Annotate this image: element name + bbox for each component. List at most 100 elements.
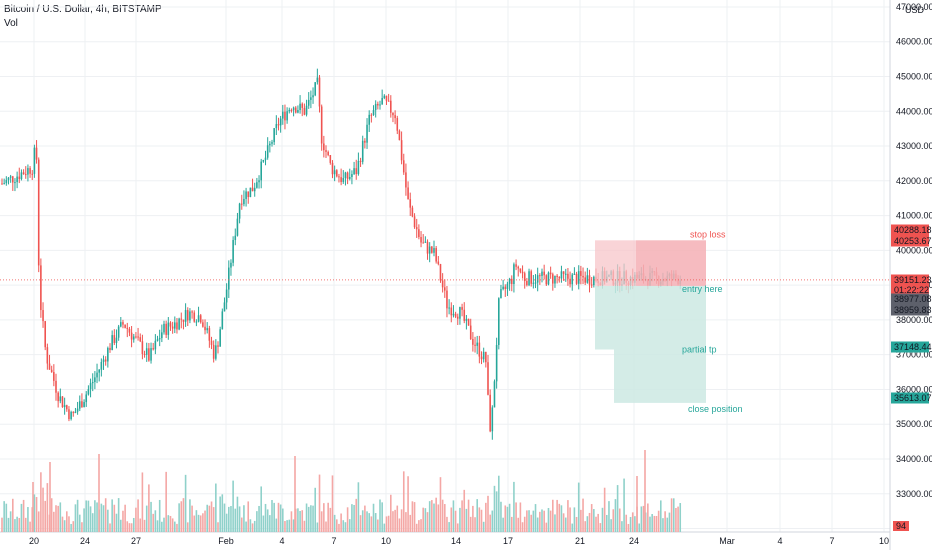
volume-bar bbox=[657, 510, 660, 532]
volume-bar bbox=[186, 522, 189, 532]
volume-bar bbox=[448, 522, 450, 532]
volume-bar bbox=[329, 507, 332, 532]
close-position-zone[interactable] bbox=[614, 349, 706, 403]
candle-body bbox=[336, 170, 338, 177]
candle-body bbox=[143, 353, 146, 355]
volume-bar bbox=[482, 521, 485, 532]
volume-bar bbox=[59, 502, 62, 532]
candle-body bbox=[288, 109, 291, 112]
volume-bar bbox=[608, 501, 610, 532]
volume-bar bbox=[452, 500, 455, 532]
volume-bar bbox=[338, 523, 340, 532]
volume-bar bbox=[582, 498, 584, 532]
volume-bar bbox=[49, 462, 51, 532]
volume-bar bbox=[312, 505, 314, 532]
candle-body bbox=[174, 322, 176, 329]
volume-bar bbox=[653, 515, 656, 532]
candle-body bbox=[385, 95, 388, 101]
candle-body bbox=[297, 110, 299, 113]
candle-body bbox=[262, 159, 265, 162]
candle-body bbox=[29, 168, 31, 174]
volume-bar bbox=[132, 517, 135, 532]
volume-bar bbox=[109, 523, 111, 532]
volume-bar bbox=[141, 472, 144, 532]
candle-body bbox=[424, 241, 427, 243]
price-axis-label: 40253.67 bbox=[891, 235, 932, 247]
position-tool[interactable] bbox=[595, 240, 706, 403]
candle-body bbox=[31, 173, 34, 175]
candle-body bbox=[126, 327, 129, 329]
candle-body bbox=[377, 103, 379, 106]
volume-bar bbox=[61, 516, 64, 532]
candle-body bbox=[98, 369, 100, 373]
candle-body bbox=[57, 392, 59, 402]
candle-body bbox=[195, 321, 198, 323]
candle-body bbox=[230, 262, 232, 268]
volume-bar bbox=[500, 501, 502, 532]
volume-bar bbox=[35, 497, 38, 532]
volume-bar bbox=[245, 521, 247, 532]
volume-bar bbox=[210, 501, 213, 532]
volume-bar bbox=[474, 517, 476, 532]
candle-body bbox=[491, 407, 494, 432]
volume-bar bbox=[271, 500, 273, 532]
volume-bar bbox=[603, 487, 606, 532]
stop-loss-zone[interactable] bbox=[595, 240, 706, 286]
volume-label: Vol bbox=[4, 18, 18, 29]
volume-bar bbox=[472, 505, 474, 532]
volume-bar bbox=[120, 519, 122, 532]
volume-bar bbox=[27, 507, 29, 532]
volume-bar bbox=[189, 499, 191, 532]
candle-body bbox=[55, 380, 57, 393]
candle-body bbox=[577, 271, 580, 284]
x-tick-label: 14 bbox=[451, 536, 461, 546]
volume-bar bbox=[402, 471, 405, 532]
candle-body bbox=[152, 348, 154, 350]
candle-body bbox=[228, 267, 230, 290]
candle-body bbox=[275, 124, 278, 129]
volume-bar bbox=[182, 498, 185, 532]
volume-bar bbox=[649, 516, 651, 532]
volume-bar bbox=[130, 523, 133, 532]
volume-bar bbox=[286, 520, 288, 532]
volume-bar bbox=[228, 506, 230, 532]
volume-bar bbox=[556, 499, 558, 532]
candle-body bbox=[318, 77, 321, 107]
volume-bar bbox=[87, 500, 90, 532]
price-axis-label-text: 38977.08 bbox=[894, 294, 932, 304]
volume-bar bbox=[234, 508, 237, 532]
volume-bar bbox=[40, 472, 42, 532]
candle-body bbox=[206, 328, 208, 331]
partial-tp-zone[interactable] bbox=[595, 285, 706, 350]
volume-bar bbox=[642, 505, 645, 532]
volume-bar bbox=[580, 509, 582, 532]
candle-body bbox=[91, 382, 94, 384]
volume-bar bbox=[370, 516, 373, 532]
candles bbox=[1, 68, 682, 440]
volume-bar bbox=[394, 509, 396, 532]
volume-bar bbox=[262, 515, 265, 532]
candle-body bbox=[169, 322, 172, 327]
volume-bar bbox=[366, 511, 368, 532]
candle-body bbox=[370, 114, 373, 116]
volume-bar bbox=[381, 502, 383, 532]
volume-bar bbox=[636, 476, 638, 532]
candle-body bbox=[502, 286, 504, 290]
volume-bar bbox=[12, 498, 14, 532]
volume-bar bbox=[195, 510, 198, 532]
candle-body bbox=[418, 229, 420, 238]
price-axis-label: 35613.07 bbox=[891, 392, 932, 404]
volume-bar bbox=[266, 509, 269, 532]
candle-body bbox=[253, 187, 256, 192]
candle-body bbox=[48, 363, 51, 370]
candle-body bbox=[217, 345, 219, 347]
volume-bar bbox=[515, 502, 517, 532]
candle-body bbox=[543, 271, 545, 276]
volume-bar bbox=[405, 512, 407, 532]
candle-body bbox=[508, 278, 511, 284]
candle-body bbox=[320, 106, 323, 144]
volume-bar bbox=[292, 519, 295, 532]
candle-body bbox=[66, 405, 68, 410]
volume-bar bbox=[616, 485, 619, 532]
